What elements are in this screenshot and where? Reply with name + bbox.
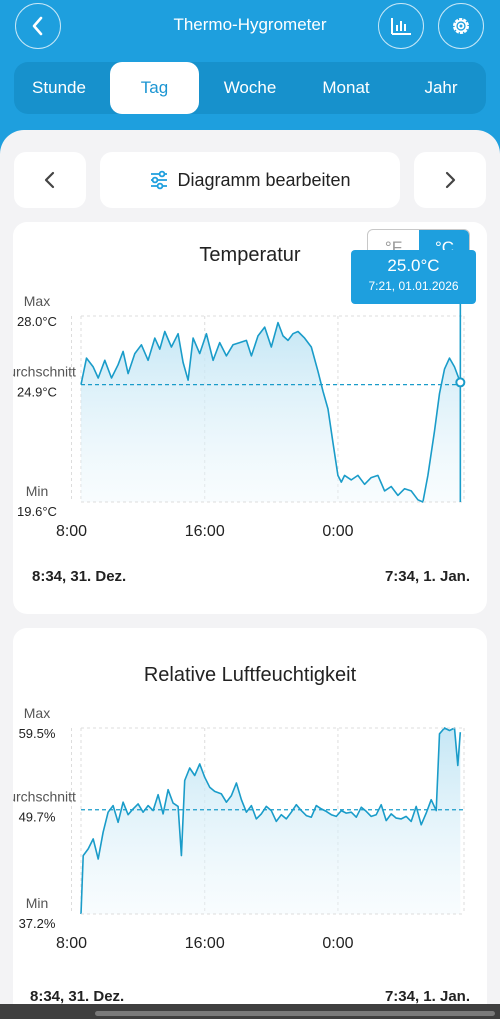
reference-value: 37.2% [19,916,56,931]
x-tick-label: 8:00 [56,523,87,540]
humidity-card: Relative Luftfeuchtigkeit 8:00 16:00 0:00 M… [13,628,487,1019]
range-end: 7:34, 1. Jan. [384,988,470,1005]
tab-monat[interactable]: Monat [322,78,370,97]
previous-day-button[interactable] [14,152,86,208]
home-indicator[interactable] [95,1011,495,1016]
reference-label: Min [26,895,49,911]
bar-chart-icon [391,18,411,35]
back-button[interactable] [15,3,61,49]
temperature-card: Temperatur °F °C 8:0016:000:00Max28.0°CD… [13,222,487,614]
statistics-button[interactable] [378,3,424,49]
humidity-chart[interactable]: 8:00 16:00 0:00 Max 59.5% Durchschnitt 49.7% Mi… [13,704,487,1019]
x-tick-label: 16:00 [185,935,225,952]
next-day-button[interactable] [414,152,486,208]
settings-button[interactable] [438,3,484,49]
reference-value: 59.5% [19,726,56,741]
x-tick-label: 16:00 [185,523,225,540]
chevron-right-icon [445,171,456,189]
x-tick-label: 0:00 [322,523,353,540]
reference-label: Max [24,293,50,309]
tab-jahr[interactable]: Jahr [424,78,458,97]
tooltip-time: 7:21, 01.01.2026 [368,279,459,293]
reference-value: 24.9°C [17,385,57,400]
system-nav-bar [0,1004,500,1019]
series-line [80,321,462,503]
reference-value: 19.6°C [17,504,57,519]
reference-value: 49.7% [19,810,56,825]
period-tabs: Stunde Tag Woche Monat Jahr [14,62,486,114]
tab-stunde[interactable]: Stunde [32,78,86,97]
temperature-title: Temperatur [199,244,301,266]
chevron-left-icon [44,171,55,189]
series-area [81,322,461,502]
humidity-title: Relative Luftfeuchtigkeit [143,664,357,686]
range-start: 8:34, 31. Dez. [30,988,125,1005]
range-end: 7:34, 1. Jan. [384,568,470,585]
temperature-chart[interactable]: 8:00 16:00 0:00 Max 28.0°C Durchschnitt 24.9°C… [13,292,487,612]
tooltip-value: 25.0°C [387,256,440,275]
series-line [80,727,462,915]
value-tooltip: 25.0°C 7:21, 01.01.2026 [351,250,476,304]
x-tick-label: 0:00 [322,935,353,952]
gear-icon [453,18,469,34]
x-tick-label: 8:00 [56,935,87,952]
content-sheet: Diagramm bearbeiten Temperatur °F °C 8:0… [0,130,500,1019]
range-start: 8:34, 31. Dez. [32,568,127,585]
reference-label: Durchschnitt [13,364,76,380]
edit-chart-label: Diagramm bearbeiten [177,169,351,190]
cursor-marker [455,377,466,388]
sliders-icon [151,170,168,190]
top-bar: Thermo-Hygrometer [0,0,500,54]
tab-woche[interactable]: Woche [223,78,277,97]
chevron-left-icon [32,16,43,36]
reference-value: 28.0°C [17,314,57,329]
reference-label: Max [24,705,50,721]
series-area [81,728,461,914]
reference-label: Min [26,483,49,499]
tab-tag[interactable]: Tag [110,62,199,114]
edit-chart-button[interactable]: Diagramm bearbeiten [100,152,400,208]
reference-label: Durchschnitt [13,789,76,805]
app-title: Thermo-Hygrometer [173,15,327,34]
